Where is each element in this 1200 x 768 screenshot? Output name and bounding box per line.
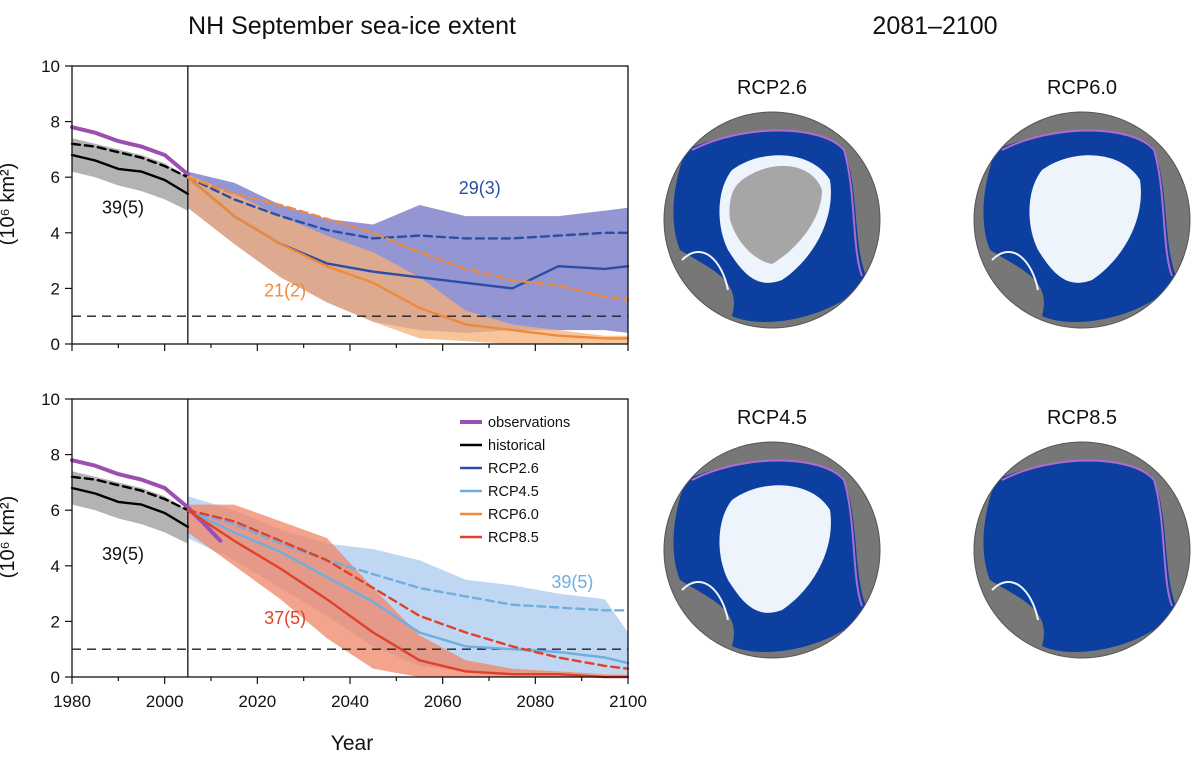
bottom-series-rcp45-dashed: [186, 509, 630, 612]
x-axis-label: Year: [331, 732, 373, 755]
legend-label-rcp85: RCP8.5: [488, 530, 539, 546]
y-axis-label-bottom: (10⁶ km²): [0, 496, 19, 579]
map-ice-model: [719, 485, 831, 613]
top-y-tick-label: 6: [51, 168, 60, 187]
top-series-rcp26-dashed: [186, 175, 630, 240]
x-tick-label: 2040: [331, 692, 369, 711]
map-outline: [663, 111, 881, 329]
map-model-edge: [681, 580, 729, 621]
x-tick-label: 1980: [53, 692, 91, 711]
map-observed-edge: [1001, 129, 1173, 277]
bottom-y-tick-label: 4: [51, 557, 60, 576]
map-landmass-e: [865, 520, 880, 580]
bottom-y-tick-label: 2: [51, 612, 60, 631]
map-observed-edge: [691, 129, 863, 277]
map-observed-edge: [1001, 459, 1173, 607]
bottom-series-historical-dashed: [70, 475, 190, 512]
map-label: RCP6.0: [1047, 77, 1117, 99]
bottom-y-tick-label: 10: [41, 390, 60, 409]
map-label: RCP2.6: [737, 77, 807, 99]
bottom-series-historical-solid: [70, 486, 190, 529]
map-landmass-e: [1175, 520, 1190, 580]
bottom-y-tick-label: 6: [51, 501, 60, 520]
top-series-rcp60-solid: [186, 175, 630, 340]
x-tick-label: 2000: [146, 692, 184, 711]
top-y-tick-label: 10: [41, 57, 60, 76]
left-title: NH September sea-ice extent: [188, 12, 516, 40]
map-ice-model: [1029, 155, 1141, 283]
top-y-tick-label: 2: [51, 279, 60, 298]
top-series-historical-dashed: [70, 142, 190, 179]
map-observed-edge: [691, 459, 863, 607]
map-rcp60: RCP6.0: [973, 77, 1191, 329]
top-band-rcp26: [187, 171, 629, 333]
top-chart: 0 2 4 6 8 10 39(5) 29(3) 21(2): [41, 57, 630, 354]
top-series-observations-solid: [70, 125, 190, 177]
map-rcp45: RCP4.5: [663, 407, 881, 659]
map-landmass-e: [865, 190, 880, 250]
right-title: 2081–2100: [872, 12, 997, 40]
legend-label-observations: observations: [488, 415, 570, 431]
top-y-tick-label: 4: [51, 224, 60, 243]
map-model-edge: [991, 250, 1039, 291]
bottom-band-historical: [72, 471, 188, 544]
maps: RCP2.6 RCP6.0 RCP4.5 RCP8.5: [663, 77, 1191, 659]
top-band-historical: [72, 138, 188, 211]
map-outline: [663, 441, 881, 659]
y-axis-label-top: (10⁶ km²): [0, 163, 19, 246]
map-outline: [973, 441, 1191, 659]
legend-label-rcp26: RCP2.6: [488, 461, 539, 477]
top-y-tick-label: 0: [51, 335, 60, 354]
bottom-series-rcp45-solid: [186, 509, 630, 665]
legend-label-rcp60: RCP6.0: [488, 507, 539, 523]
map-landmass-e: [1175, 190, 1190, 250]
x-tick-label: 2020: [238, 692, 276, 711]
x-tick-label: 2080: [516, 692, 554, 711]
bottom-y-tick-label: 0: [51, 668, 60, 687]
x-tick-label: 2100: [609, 692, 647, 711]
bottom-annotation-rcp45: 39(5): [551, 572, 593, 592]
map-model-edge: [681, 250, 729, 291]
map-label: RCP8.5: [1047, 407, 1117, 429]
top-band-rcp60: [187, 174, 629, 344]
top-series-rcp60-dashed: [186, 175, 630, 301]
bottom-annotation-rcp85: 37(5): [264, 608, 306, 628]
top-series-historical-solid: [70, 153, 190, 196]
map-model-edge: [991, 580, 1039, 621]
top-annotation-rcp60: 21(2): [264, 281, 306, 301]
bottom-y-tick-label: 8: [51, 446, 60, 465]
bottom-chart: 0 2 4 6 8 10 1980 2000 2020 2040 2060 2080 2100 39(5)…: [41, 390, 647, 711]
top-annotation-historical: 39(5): [102, 197, 144, 217]
bottom-annotation-historical: 39(5): [102, 544, 144, 564]
top-y-tick-label: 8: [51, 113, 60, 132]
map-ice-observed: [729, 165, 822, 264]
top-annotation-rcp26: 29(3): [459, 178, 501, 198]
bottom-series-rcp85-solid: [186, 509, 630, 679]
map-outline: [973, 111, 1191, 329]
legend-label-rcp45: RCP4.5: [488, 484, 539, 500]
map-ocean: [983, 461, 1178, 652]
legend-label-historical: historical: [488, 438, 545, 454]
map-rcp85: RCP8.5: [973, 407, 1191, 659]
x-tick-label: 2060: [424, 692, 462, 711]
bottom-series-rcp85-dashed: [186, 509, 630, 670]
map-label: RCP4.5: [737, 407, 807, 429]
map-rcp26: RCP2.6: [663, 77, 881, 329]
